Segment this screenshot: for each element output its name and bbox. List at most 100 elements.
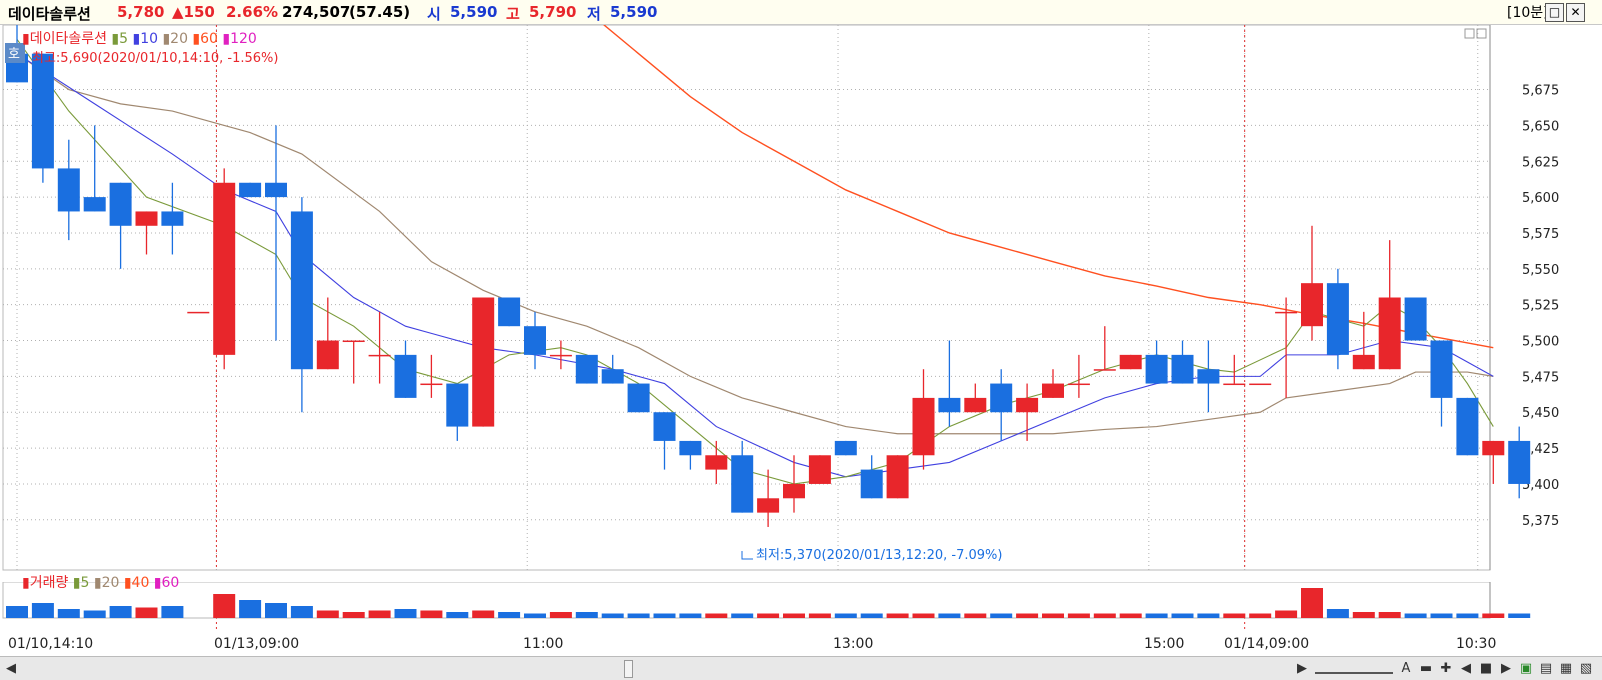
candle-body	[1067, 383, 1090, 386]
chart-settings-icon[interactable]: ▧	[1579, 661, 1593, 676]
legend-item[interactable]: ▮5	[68, 575, 89, 591]
candle-body	[83, 197, 106, 212]
candle-body	[239, 182, 262, 198]
period-selector[interactable]: [10분]	[1507, 5, 1549, 21]
tag-text: 호	[8, 47, 20, 62]
candle-body	[575, 354, 598, 384]
candle-body	[342, 340, 365, 343]
volume-bar	[1404, 613, 1427, 618]
volume-bar	[1430, 613, 1453, 618]
candle-body	[420, 383, 443, 386]
legend-item[interactable]: ▮40	[119, 575, 149, 591]
legend-item[interactable]: ▮10	[128, 31, 158, 47]
candle-body	[109, 182, 132, 226]
zoom-slider[interactable]	[1315, 662, 1393, 674]
layout-icon[interactable]: ▦	[1559, 661, 1573, 676]
candle-body	[783, 483, 805, 499]
candle-body	[316, 340, 339, 370]
stop-icon[interactable]: ■	[1479, 661, 1493, 676]
volume-bar	[1249, 613, 1272, 618]
candle-body	[705, 455, 728, 470]
price-change-pct: 2.66%	[226, 3, 279, 21]
current-price: 5,780	[117, 3, 165, 21]
candle-body	[472, 297, 495, 427]
volume-bar	[1042, 613, 1064, 618]
text-tool-icon[interactable]: A	[1401, 661, 1411, 676]
x-tick-label: 10:30	[1456, 636, 1497, 652]
volume-bar	[446, 612, 469, 618]
volume-bar	[1093, 613, 1116, 618]
candle-body	[731, 455, 754, 513]
low-label: 저	[587, 5, 601, 23]
candle-body	[1430, 340, 1453, 398]
volume-bar	[1223, 613, 1246, 618]
candle-body	[446, 383, 469, 427]
candle-body	[187, 311, 210, 314]
candle-body	[1223, 383, 1246, 386]
volume-legend-text: ▮거래량 ▮5 ▮20 ▮40 ▮60	[22, 575, 179, 591]
candle-body	[1301, 283, 1323, 327]
low-annotation: 최저:5,370(2020/01/13,12:20, -7.09%)	[756, 548, 1002, 563]
volume-bar	[1275, 610, 1298, 618]
legend-item[interactable]: ▮20	[89, 575, 119, 591]
candle-body	[1016, 397, 1039, 413]
zoom-in-icon[interactable]: ✚	[1440, 661, 1452, 676]
volume-bar	[109, 606, 132, 618]
candle-body	[1404, 297, 1427, 341]
restore-icon[interactable]: □	[1545, 3, 1564, 22]
candle-body	[1275, 311, 1298, 314]
y-tick-label: 5,400	[1522, 478, 1559, 493]
candle-body	[1352, 354, 1375, 370]
volume-bar	[990, 613, 1013, 618]
legend-item[interactable]: ▮60	[188, 31, 218, 47]
candle-body	[368, 354, 391, 357]
y-tick-label: 5,575	[1522, 227, 1559, 242]
volume-bar	[679, 613, 702, 618]
scroll-right-icon[interactable]: ▶	[1297, 661, 1307, 676]
legend-item[interactable]: ▮120	[218, 31, 257, 47]
candle-body	[213, 182, 236, 355]
candle-body	[938, 397, 961, 413]
candle-body	[57, 168, 80, 212]
y-tick-label: 5,675	[1522, 84, 1559, 99]
close-icon[interactable]: ✕	[1566, 3, 1585, 22]
legend-item[interactable]: ▮60	[149, 575, 179, 591]
y-tick-label: 5,500	[1522, 335, 1559, 350]
chart-scrollbar[interactable]: ◀ ▶ A ▬ ✚ ◀ ■ ▶ ▣ ▤ ▦ ▧	[0, 656, 1602, 680]
volume-legend-bar: ▮거래량 ▮5 ▮20 ▮40 ▮60	[22, 575, 179, 591]
legend-item[interactable]: ▮거래량	[22, 575, 68, 591]
save-icon[interactable]: ▤	[1539, 661, 1553, 676]
zoom-out-icon[interactable]: ▬	[1419, 661, 1433, 676]
candle-body	[1119, 354, 1142, 370]
candle-body	[679, 440, 702, 456]
volume-bar	[653, 613, 676, 618]
excel-icon[interactable]: ▣	[1519, 661, 1533, 676]
volume-bar	[1067, 613, 1090, 618]
volume-ratio: (57.45)	[349, 3, 411, 21]
candle-body	[1482, 440, 1505, 456]
candle-body	[1378, 297, 1401, 370]
stock-name[interactable]: 데이타솔루션	[8, 5, 91, 23]
volume-bar	[420, 610, 443, 618]
x-tick-label: 01/14,09:00	[1224, 636, 1310, 652]
volume-bar	[31, 603, 54, 618]
y-tick-label: 5,375	[1522, 514, 1559, 529]
volume-bar	[1482, 613, 1505, 618]
y-tick-label: 5,525	[1522, 299, 1559, 314]
scroll-thumb[interactable]	[624, 660, 633, 678]
legend-item[interactable]: ▮5	[107, 31, 128, 47]
volume-bar	[1508, 613, 1531, 618]
volume-bar	[575, 612, 598, 618]
candle-body	[1145, 354, 1168, 384]
legend-item[interactable]: ▮20	[158, 31, 188, 47]
high-value: 5,790	[529, 3, 577, 21]
legend-item[interactable]: ▮데이타솔루션	[22, 31, 107, 47]
price-chart[interactable]: 5,375 5,400 5,425 5,450 5,475 5,500 5,525 5,550…	[0, 25, 1602, 582]
volume-bar	[705, 613, 728, 618]
volume-bar	[731, 613, 754, 618]
next-icon[interactable]: ▶	[1501, 661, 1511, 676]
scroll-left-icon[interactable]: ◀	[6, 661, 16, 676]
volume-bar	[1456, 613, 1479, 618]
volume-chart[interactable]	[0, 582, 1602, 630]
prev-icon[interactable]: ◀	[1461, 661, 1471, 676]
